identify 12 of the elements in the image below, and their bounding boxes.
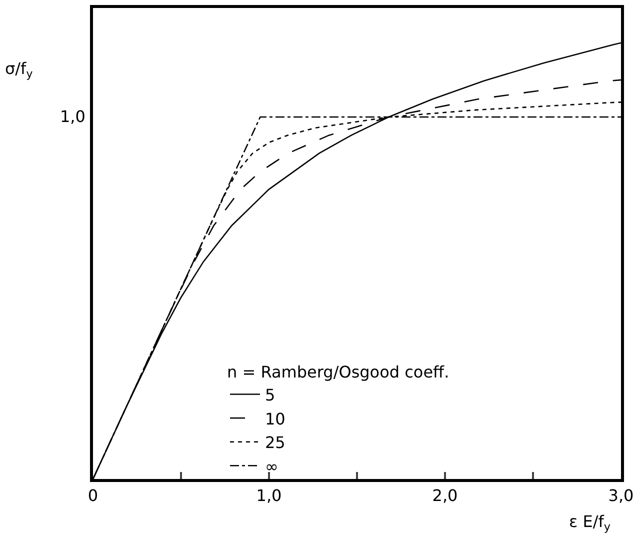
legend-label: 5 xyxy=(265,385,276,404)
x-tick-label: 2,0 xyxy=(432,486,458,506)
legend-label: ∞ xyxy=(265,456,278,476)
legend-title: n = Ramberg/Osgood coeff. xyxy=(227,362,450,382)
legend-label: 25 xyxy=(265,433,286,452)
x-tick-label: 1,0 xyxy=(256,486,282,506)
x-tick-label: 0 xyxy=(88,486,98,506)
text: 1,0 xyxy=(60,107,86,126)
legend-label: 10 xyxy=(265,409,286,428)
x-tick-label: 3,0 xyxy=(608,486,634,506)
y-axis-title: σ/f$_{y}$ xyxy=(5,59,34,80)
x-axis-title: ε E/f$_{y}$ xyxy=(569,512,611,534)
